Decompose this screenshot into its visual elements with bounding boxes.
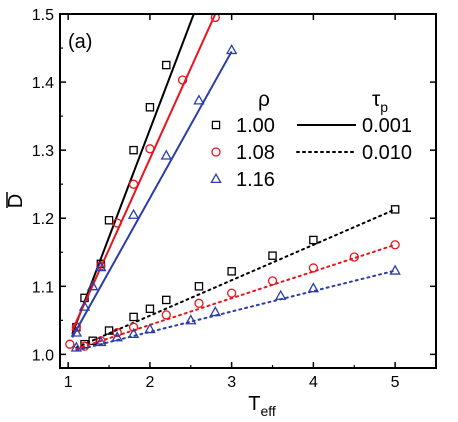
legend-rho-label: 1.00 xyxy=(236,115,275,137)
legend-rho-title: ρ xyxy=(258,88,270,111)
data-point xyxy=(145,304,155,314)
data-point xyxy=(193,94,205,105)
data-point xyxy=(194,282,204,291)
data-point xyxy=(162,295,171,305)
data-point xyxy=(112,327,122,338)
legend-rho-label: 1.08 xyxy=(236,142,275,164)
svg-text:Teff: Teff xyxy=(248,393,276,419)
fit-line xyxy=(75,208,397,349)
data-point xyxy=(128,322,139,332)
data-point xyxy=(70,326,83,337)
fit-line xyxy=(71,14,217,331)
data-point xyxy=(95,261,107,272)
data-point xyxy=(145,103,155,112)
x-tick-label: 4 xyxy=(309,374,318,391)
data-point xyxy=(65,339,75,349)
data-point xyxy=(70,341,83,352)
series-rho-1.08-tau-0.001 xyxy=(65,14,220,349)
data-point xyxy=(308,263,319,273)
data-point xyxy=(177,75,188,85)
data-point xyxy=(227,288,237,298)
fit-line xyxy=(75,243,397,350)
fit-line xyxy=(71,50,233,338)
data-point xyxy=(104,326,114,335)
data-point xyxy=(194,298,204,308)
data-point xyxy=(227,267,236,276)
data-point xyxy=(161,310,171,320)
series-rho-1.16-tau-0.001 xyxy=(70,43,238,338)
legend-tau: τp 0.001 0.010 xyxy=(296,88,412,164)
legend-tau-label: 0.001 xyxy=(362,115,412,137)
y-tick-label: 1.2 xyxy=(32,211,54,228)
data-point xyxy=(127,327,140,339)
legend-tau-title: τ xyxy=(372,88,381,111)
data-point xyxy=(185,314,197,325)
x-tick-label: 1 xyxy=(64,374,73,391)
series-rho-1.08-tau-0.010 xyxy=(75,240,400,351)
data-point xyxy=(274,289,287,300)
panel-label: (a) xyxy=(68,31,92,53)
data-point xyxy=(162,60,171,70)
data-point xyxy=(95,336,107,347)
data-point xyxy=(225,43,238,55)
legend-marker-circle xyxy=(211,147,221,157)
data-point xyxy=(104,216,114,225)
legend-tau-label: 0.010 xyxy=(362,142,412,164)
series-layer xyxy=(65,14,401,352)
data-point xyxy=(309,235,318,245)
y-tick-label: 1.4 xyxy=(32,75,54,92)
data-point xyxy=(160,149,172,160)
legend-tau-title-sub: p xyxy=(380,99,388,115)
data-point xyxy=(144,323,156,334)
data-point xyxy=(267,276,278,286)
data-point xyxy=(112,218,122,228)
data-point xyxy=(210,14,220,23)
data-point xyxy=(86,280,99,291)
y-tick-label: 1.0 xyxy=(32,347,54,364)
x-tick-label: 3 xyxy=(227,374,236,391)
data-point xyxy=(390,205,400,214)
legend-marker-square xyxy=(211,120,221,130)
x-axis-label-sub: eff xyxy=(260,403,275,419)
data-point xyxy=(307,282,320,293)
data-point xyxy=(390,240,400,250)
series-rho-1.16-tau-0.010 xyxy=(70,264,401,352)
axis-ticks: 1 2 3 4 5 1.0 1.1 1.2 1.3 1.4 1.5 xyxy=(32,7,436,391)
y-axis-label-text: D xyxy=(5,194,27,208)
data-point xyxy=(145,144,155,154)
plot-frame xyxy=(59,13,437,369)
x-axis-label: Teff xyxy=(248,393,276,419)
data-point xyxy=(129,312,138,322)
y-tick-label: 1.3 xyxy=(32,143,54,160)
fit-line xyxy=(71,14,195,335)
data-point xyxy=(389,264,401,275)
data-point xyxy=(127,208,140,219)
x-tick-label: 2 xyxy=(145,374,154,391)
x-tick-label: 5 xyxy=(391,374,400,391)
legend-marker-triangle xyxy=(210,172,222,184)
data-point xyxy=(79,341,90,351)
y-tick-label: 1.5 xyxy=(32,7,54,24)
legend-rho-label: 1.16 xyxy=(236,169,275,191)
data-point xyxy=(268,251,277,260)
data-point xyxy=(128,179,139,189)
svg-text:τp: τp xyxy=(372,88,388,115)
data-point xyxy=(209,306,222,317)
y-tick-label: 1.1 xyxy=(32,279,54,296)
x-axis-label-main: T xyxy=(248,393,260,415)
series-rho-1.00-tau-0.010 xyxy=(75,205,400,349)
data-point xyxy=(129,145,138,155)
data-point xyxy=(78,300,91,311)
legend-rho: ρ 1.00 1.08 1.16 xyxy=(210,88,275,191)
data-point xyxy=(111,331,123,342)
y-axis-label: D xyxy=(5,192,27,208)
data-point xyxy=(349,252,359,262)
fit-line xyxy=(75,269,397,352)
